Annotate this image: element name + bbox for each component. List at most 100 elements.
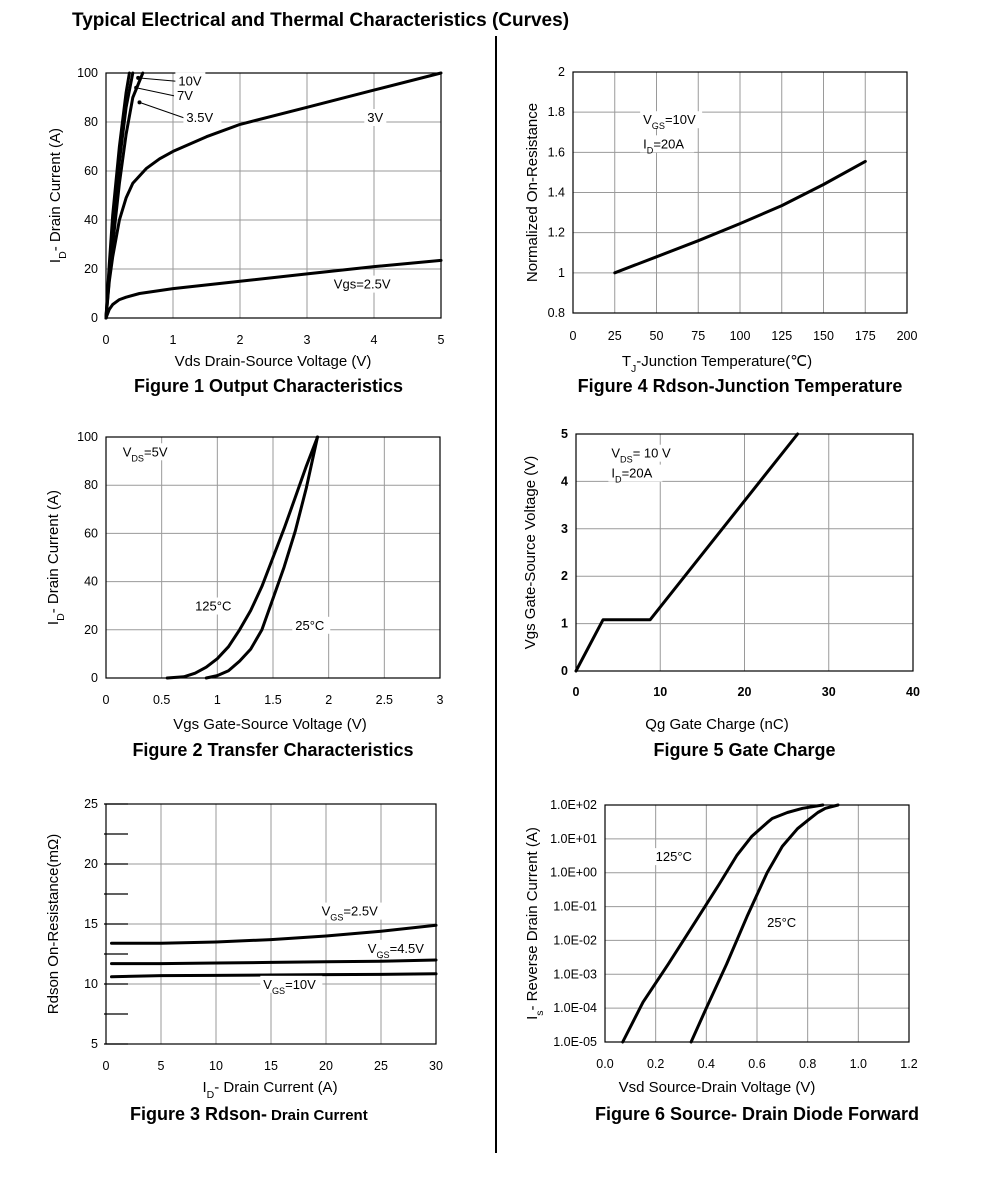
series-line-2 — [689, 803, 840, 1044]
annotation-bg — [192, 597, 239, 615]
figure-caption: Figure 5 Gate Charge — [653, 740, 835, 760]
x-tick-label: 50 — [650, 329, 664, 343]
y-tick-label: 1.0E-01 — [553, 900, 597, 914]
x-tick-label: 0 — [573, 685, 580, 699]
y-tick-label: 60 — [84, 526, 98, 540]
y-tick-label: 1.0E-04 — [553, 1001, 597, 1015]
x-tick-label: 2.5 — [376, 693, 393, 707]
annotation-bg — [640, 111, 703, 129]
y-tick-label: 2 — [558, 65, 565, 79]
annotation-bg — [119, 443, 174, 461]
x-tick-label: 25 — [374, 1059, 388, 1073]
annotation-label: 25°C — [767, 915, 796, 930]
y-axis-label: Is- Reverse Drain Current (A) — [524, 827, 546, 1020]
y-tick-label: 10 — [84, 977, 98, 991]
y-tick-label: 80 — [84, 115, 98, 129]
annotation-label: ID=20A — [611, 466, 652, 485]
annotation-arrow — [139, 101, 185, 119]
series-line-1 — [621, 803, 825, 1044]
x-tick-label: 5 — [158, 1059, 165, 1073]
y-tick-label: 60 — [84, 164, 98, 178]
annotation-bg — [183, 109, 222, 126]
y-tick-label: 20 — [84, 857, 98, 871]
annotation-label: ID=20A — [643, 136, 684, 155]
series-line-1 — [613, 159, 867, 275]
annotation-label: 25°C — [295, 618, 324, 633]
y-tick-label: 0 — [561, 664, 568, 678]
x-tick-label: 0 — [570, 329, 577, 343]
x-tick-label: 30 — [822, 685, 836, 699]
annotation-label: VDS=5V — [123, 444, 168, 463]
annotation-bg — [318, 902, 389, 920]
y-tick-label: 0.8 — [548, 306, 565, 320]
x-tick-label: 30 — [429, 1059, 443, 1073]
x-tick-label: 0 — [103, 333, 110, 347]
x-tick-label: 1.0 — [850, 1057, 867, 1071]
y-tick-label: 25 — [84, 797, 98, 811]
y-tick-label: 100 — [77, 66, 98, 80]
annotation-arrow — [138, 77, 177, 82]
y-tick-label: 80 — [84, 478, 98, 492]
annotation-arrow — [136, 87, 176, 97]
x-tick-label: 1.2 — [900, 1057, 917, 1071]
x-axis-label: Vgs Gate-Source Voltage (V) — [173, 716, 366, 733]
x-tick-label: 75 — [691, 329, 705, 343]
y-tick-label: 1.2 — [548, 226, 565, 240]
y-tick-label: 1 — [561, 617, 568, 631]
y-tick-label: 2 — [561, 569, 568, 583]
x-tick-label: 175 — [855, 329, 876, 343]
annotation-bg — [640, 135, 695, 153]
x-tick-label: 2 — [237, 333, 244, 347]
x-tick-label: 10 — [209, 1059, 223, 1073]
series-line-1 — [165, 435, 319, 680]
y-tick-label: 15 — [84, 917, 98, 931]
x-tick-label: 0.2 — [647, 1057, 664, 1071]
y-tick-label: 1.8 — [548, 105, 565, 119]
annotation-bg — [764, 913, 803, 931]
annotation-bg — [364, 109, 387, 126]
annotation-label: 3V — [367, 110, 383, 125]
figure-4-rdson-junction-temperature: 0 25 50 75 100 125 150 175 200 0.8 1 1.2 1.4 1.6 1.8 2 V… — [524, 65, 917, 396]
gridlines — [572, 71, 908, 314]
x-tick-label: 0.6 — [748, 1057, 765, 1071]
x-tick-label: 10 — [653, 685, 667, 699]
y-tick-label: 0 — [91, 671, 98, 685]
annotation-bg — [652, 848, 699, 866]
annotation-bg — [608, 464, 663, 482]
x-tick-label: 3 — [304, 333, 311, 347]
annotation-label: VGS=2.5V — [322, 904, 378, 923]
x-tick-label: 1.5 — [264, 693, 281, 707]
x-tick-label: 0.5 — [153, 693, 170, 707]
x-tick-label: 125 — [771, 329, 792, 343]
x-tick-label: 0 — [103, 693, 110, 707]
x-axis-label: ID- Drain Current (A) — [202, 1079, 337, 1101]
annotation-bg — [174, 86, 197, 104]
x-axis-label: Qg Gate Charge (nC) — [645, 716, 788, 733]
annotation-arrowhead — [134, 85, 139, 90]
x-tick-label: 3 — [437, 693, 444, 707]
annotation-label: 10V — [178, 73, 201, 88]
figure-caption: Figure 2 Transfer Characteristics — [132, 740, 413, 760]
y-tick-label: 0 — [91, 311, 98, 325]
x-tick-label: 100 — [730, 329, 751, 343]
x-tick-label: 15 — [264, 1059, 278, 1073]
series-line-1 — [110, 923, 438, 945]
series-line-4 — [104, 71, 443, 320]
annotation-label: VDS= 10 V — [611, 446, 671, 465]
y-axis-label: ID- Drain Current (A) — [47, 128, 69, 263]
gridlines — [104, 803, 437, 1045]
annotation-label: VGS=10V — [263, 977, 316, 996]
series-line-1 — [574, 432, 800, 673]
plot-frame — [105, 436, 441, 679]
annotation-label: VGS=10V — [643, 112, 696, 131]
plot-frame — [105, 72, 442, 319]
figure-caption: Figure 4 Rdson-Junction Temperature — [578, 376, 903, 396]
x-axis-label: TJ-Junction Temperature(℃) — [622, 353, 812, 375]
x-tick-label: 0.4 — [698, 1057, 715, 1071]
x-tick-label: 150 — [813, 329, 834, 343]
x-tick-label: 1 — [170, 333, 177, 347]
annotation-bg — [292, 616, 331, 634]
annotation-bg — [364, 939, 435, 957]
annotation-arrowhead — [136, 75, 141, 80]
series-line-3 — [110, 972, 438, 979]
